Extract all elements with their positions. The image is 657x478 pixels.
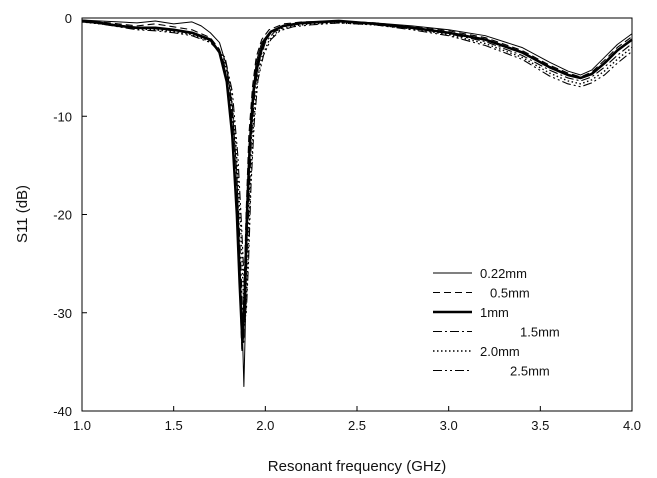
x-tick-label: 3.0	[440, 418, 458, 433]
legend-label: 2.0mm	[480, 344, 520, 359]
x-tick-label: 1.5	[165, 418, 183, 433]
x-tick-label: 1.0	[73, 418, 91, 433]
series-line-2-5mm	[81, 21, 633, 314]
series-line-1mm	[81, 19, 633, 344]
legend-label: 1mm	[480, 305, 509, 320]
y-tick-label: 0	[65, 11, 72, 26]
x-axis: 1.0 1.5 2.0 2.5 3.0 3.5 4.0	[73, 406, 641, 433]
series-layer	[81, 19, 633, 387]
x-tick-label: 2.5	[348, 418, 366, 433]
y-tick-label: -20	[53, 208, 72, 223]
y-axis-title: S11 (dB)	[14, 185, 31, 243]
legend-label: 0.22mm	[480, 266, 527, 281]
x-tick-label: 3.5	[531, 418, 549, 433]
y-tick-label: -30	[53, 306, 72, 321]
plot-frame	[81, 17, 633, 412]
x-axis-title: Resonant frequency (GHz)	[268, 458, 446, 475]
legend-label: 2.5mm	[510, 364, 550, 379]
x-tick-label: 2.0	[256, 418, 274, 433]
legend-label: 0.5mm	[490, 286, 530, 301]
y-tick-label: -40	[53, 404, 72, 419]
y-axis: 0 -10 -20 -30 -40	[53, 11, 87, 419]
plot-area	[81, 17, 633, 412]
x-tick-label: 4.0	[623, 418, 641, 433]
series-line-0-5mm	[81, 19, 633, 353]
legend-label: 1.5mm	[520, 325, 560, 340]
series-line-1-5mm	[81, 20, 633, 343]
y-tick-label: -10	[53, 109, 72, 124]
